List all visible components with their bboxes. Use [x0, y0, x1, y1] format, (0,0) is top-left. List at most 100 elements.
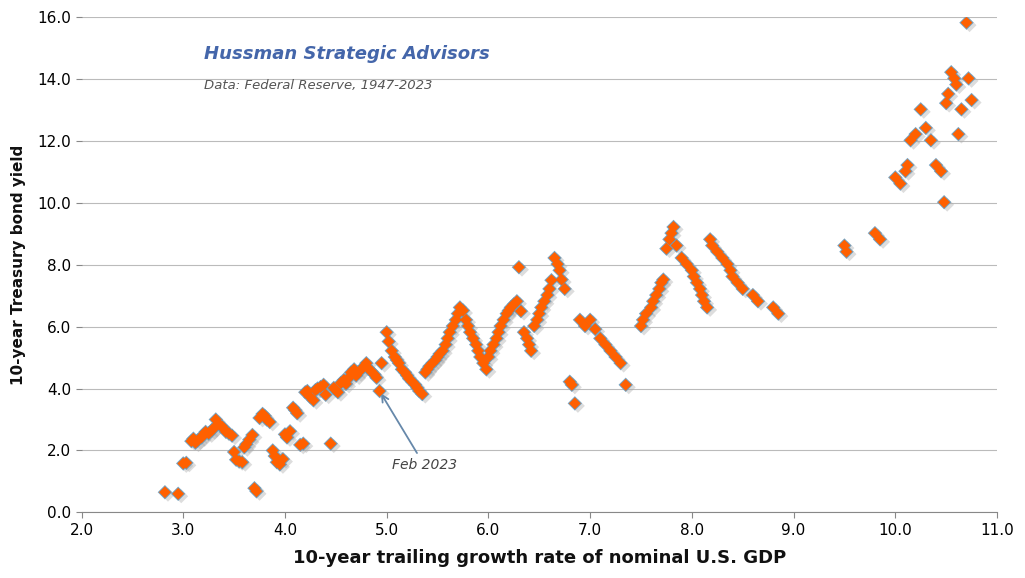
Point [519, 334, 535, 343]
Point [601, 342, 617, 351]
Point [173, 492, 190, 501]
Point [198, 427, 214, 436]
Point [204, 426, 220, 435]
Point [948, 80, 965, 89]
Point [198, 427, 214, 436]
Point [725, 272, 741, 281]
Point [524, 342, 540, 351]
Point [419, 365, 436, 374]
Point [190, 436, 206, 445]
Point [745, 291, 762, 300]
Point [500, 306, 517, 315]
Point [373, 358, 390, 368]
Point [551, 266, 568, 275]
Point [429, 353, 446, 362]
Point [596, 336, 612, 346]
Point [682, 262, 698, 271]
Point [648, 291, 664, 300]
Point [580, 324, 597, 333]
Point [938, 98, 954, 108]
Point [183, 436, 200, 446]
Point [259, 414, 276, 423]
Point [391, 358, 407, 368]
Point [160, 490, 176, 499]
Point [617, 380, 633, 390]
Point [658, 277, 674, 287]
Point [217, 427, 234, 436]
Point [391, 358, 407, 368]
Point [646, 305, 662, 314]
Point [666, 231, 683, 240]
Point [215, 424, 232, 434]
Point [285, 403, 301, 412]
Point [206, 424, 222, 433]
Point [272, 460, 288, 469]
Point [926, 138, 942, 147]
Point [223, 431, 240, 440]
Point [308, 386, 324, 395]
Point [867, 228, 884, 238]
Point [567, 383, 583, 392]
Point [516, 309, 532, 318]
Point [206, 424, 222, 433]
Point [295, 439, 312, 449]
Point [338, 379, 355, 388]
Point [613, 358, 629, 368]
Point [445, 321, 461, 331]
Point [188, 438, 204, 447]
Point [442, 328, 458, 337]
Point [201, 429, 217, 439]
Point [470, 346, 487, 355]
Point [326, 383, 342, 392]
Point [463, 324, 480, 333]
Point [956, 107, 973, 116]
Point [397, 368, 413, 377]
Point [310, 384, 326, 393]
Point [512, 306, 529, 316]
Point [308, 386, 324, 395]
Point [564, 380, 580, 390]
Point [223, 431, 240, 440]
Point [432, 349, 448, 358]
Point [567, 399, 583, 408]
Point [326, 383, 342, 392]
Point [665, 223, 682, 232]
Point [951, 83, 968, 92]
Point [277, 429, 293, 439]
Point [730, 278, 746, 287]
Point [953, 105, 970, 114]
Point [508, 297, 525, 306]
Point [353, 365, 369, 374]
Point [208, 415, 224, 424]
Point [565, 380, 581, 389]
Point [936, 198, 952, 207]
Point [340, 374, 357, 383]
Point [455, 305, 472, 314]
Point [246, 484, 262, 493]
Point [752, 299, 769, 308]
Point [697, 293, 713, 302]
Point [297, 388, 314, 397]
Point [213, 422, 230, 431]
Point [686, 272, 702, 281]
Point [510, 262, 527, 272]
Point [673, 253, 690, 262]
Point [949, 76, 966, 86]
Point [933, 166, 949, 176]
Point [445, 321, 461, 331]
Point [186, 434, 202, 443]
Point [522, 336, 538, 346]
Point [374, 389, 391, 398]
Point [643, 303, 659, 312]
Point [658, 244, 674, 253]
Point [953, 132, 970, 141]
Point [215, 424, 232, 434]
Point [285, 429, 301, 438]
Point [720, 260, 736, 269]
Point [531, 309, 547, 318]
Point [407, 380, 423, 389]
Point [582, 315, 599, 324]
Point [331, 388, 347, 397]
Point [636, 324, 652, 333]
Point [193, 438, 209, 447]
